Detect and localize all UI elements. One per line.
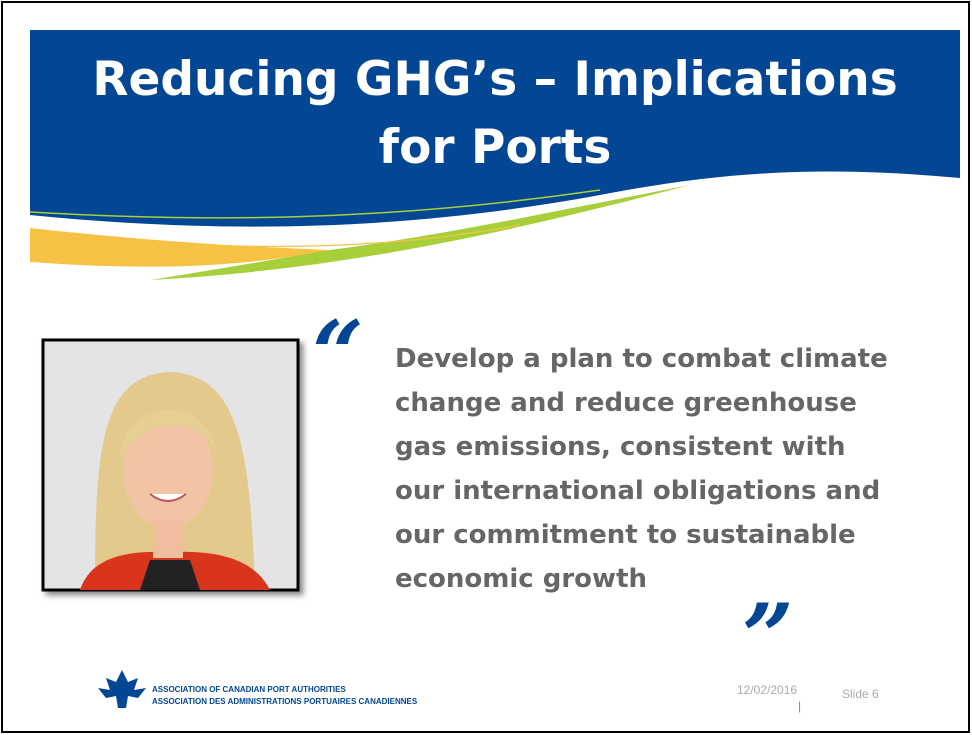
photo	[43, 340, 298, 590]
quote-line: change and reduce greenhouse	[395, 388, 857, 418]
page: Reducing GHG’s – Implications for Ports …	[0, 0, 972, 735]
title-line: Reducing GHG’s – Implications	[92, 52, 897, 107]
quote-line: our commitment to sustainable	[395, 520, 856, 550]
quote-line: our international obligations and	[395, 476, 880, 506]
open-quote-mark: “	[312, 301, 364, 407]
quote-line: gas emissions, consistent with	[395, 432, 846, 462]
separator: |	[798, 699, 801, 713]
date: 12/02/2016	[737, 683, 797, 697]
org-name-en: ASSOCIATION OF CANADIAN PORT AUTHORITIES	[152, 685, 346, 694]
slide: Reducing GHG’s – Implications for Ports …	[0, 0, 972, 735]
org-name-fr: ASSOCIATION DES ADMINISTRATIONS PORTUAIR…	[152, 697, 418, 706]
close-quote-mark: ”	[742, 584, 794, 690]
title-line: for Ports	[379, 120, 612, 175]
slide-number: Slide 6	[842, 687, 879, 701]
quote-line: economic growth	[395, 564, 647, 594]
quote-line: Develop a plan to combat climate	[395, 344, 888, 374]
